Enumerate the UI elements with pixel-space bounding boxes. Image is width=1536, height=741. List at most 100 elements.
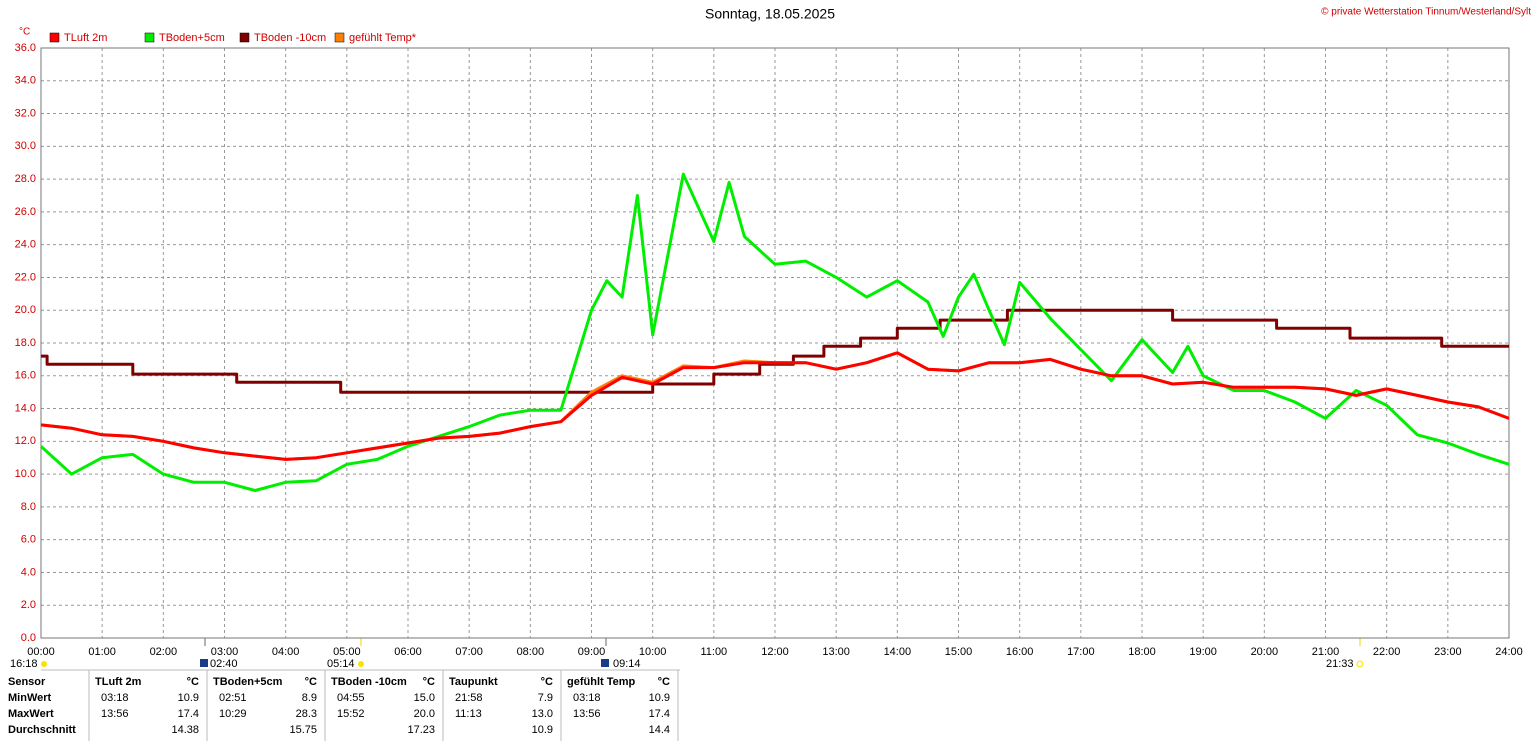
x-tick-label: 22:00 <box>1373 646 1401 658</box>
time: 02:51 <box>219 692 247 704</box>
x-tick-label: 14:00 <box>884 646 912 658</box>
y-tick-label: 22.0 <box>15 271 36 283</box>
time: 13:56 <box>101 708 129 720</box>
x-tick-label: 11:00 <box>700 646 727 658</box>
y-tick-label: 18.0 <box>15 337 36 349</box>
value: 8.9 <box>302 692 317 704</box>
value: 13.0 <box>532 708 553 720</box>
y-tick-label: 12.0 <box>15 435 36 447</box>
x-tick-label: 12:00 <box>761 646 789 658</box>
annotation: 09:14 <box>613 658 641 670</box>
x-tick-label: 10:00 <box>639 646 667 658</box>
x-tick-label: 13:00 <box>822 646 850 658</box>
x-tick-label: 01:00 <box>88 646 116 658</box>
x-tick-label: 15:00 <box>945 646 973 658</box>
x-tick-label: 05:00 <box>333 646 361 658</box>
annotation: 02:40 <box>210 658 238 670</box>
x-tick-label: 17:00 <box>1067 646 1095 658</box>
value: 17.23 <box>407 724 435 736</box>
col-name: TBoden -10cm <box>331 676 407 688</box>
x-tick-label: 07:00 <box>455 646 483 658</box>
col-name: TBoden+5cm <box>213 676 283 688</box>
x-tick-label: 24:00 <box>1495 646 1523 658</box>
y-axis-label: °C <box>19 27 30 38</box>
x-tick-label: 23:00 <box>1434 646 1462 658</box>
y-tick-label: 8.0 <box>21 501 36 513</box>
y-tick-label: 16.0 <box>15 370 36 382</box>
legend-label: TBoden+5cm <box>159 32 225 44</box>
row-header: MaxWert <box>8 708 54 720</box>
sun-icon <box>1356 660 1364 668</box>
row-header: Sensor <box>8 676 46 688</box>
y-tick-label: 30.0 <box>15 140 36 152</box>
moon-icon <box>200 659 208 667</box>
series-line <box>39 172 1510 492</box>
moon-icon <box>41 661 47 667</box>
legend-swatch <box>239 32 250 43</box>
row-header: Durchschnitt <box>8 724 76 736</box>
x-tick-label: 08:00 <box>517 646 545 658</box>
x-tick-label: 20:00 <box>1251 646 1279 658</box>
time: 10:29 <box>219 708 247 720</box>
y-tick-label: 14.0 <box>15 402 36 414</box>
x-tick-label: 16:00 <box>1006 646 1034 658</box>
legend-label: TLuft 2m <box>64 32 107 44</box>
y-tick-label: 10.0 <box>15 468 36 480</box>
y-tick-label: 2.0 <box>21 599 36 611</box>
col-name: Taupunkt <box>449 676 498 688</box>
series-line <box>41 308 1509 394</box>
value: 20.0 <box>414 708 435 720</box>
series-line <box>40 351 1510 461</box>
x-tick-label: 18:00 <box>1128 646 1156 658</box>
time: 04:55 <box>337 692 365 704</box>
legend-swatch <box>49 32 60 43</box>
plot-border <box>40 47 1510 639</box>
y-tick-label: 4.0 <box>21 566 36 578</box>
value: 10.9 <box>532 724 553 736</box>
value: 17.4 <box>178 708 199 720</box>
annotation: 16:18 <box>10 658 38 670</box>
x-tick-label: 09:00 <box>578 646 606 658</box>
col-unit: °C <box>541 676 553 688</box>
value: 7.9 <box>538 692 553 704</box>
value: 14.4 <box>649 724 670 736</box>
y-tick-label: 24.0 <box>15 239 36 251</box>
x-tick-label: 03:00 <box>211 646 239 658</box>
y-tick-label: 36.0 <box>15 42 36 54</box>
x-tick-label: 21:00 <box>1312 646 1340 658</box>
legend-swatch <box>144 32 155 43</box>
annotation: 21:33 <box>1326 658 1354 670</box>
time: 15:52 <box>337 708 365 720</box>
value: 14.38 <box>171 724 199 736</box>
row-header: MinWert <box>8 692 52 704</box>
subtitle: © private Wetterstation Tinnum/Westerlan… <box>1321 7 1531 18</box>
x-tick-label: 06:00 <box>394 646 422 658</box>
time: 11:13 <box>455 708 482 720</box>
y-tick-label: 6.0 <box>21 534 36 546</box>
col-unit: °C <box>187 676 199 688</box>
y-tick-label: 20.0 <box>15 304 36 316</box>
y-tick-label: 28.0 <box>15 173 36 185</box>
col-name: TLuft 2m <box>95 676 142 688</box>
value: 10.9 <box>178 692 199 704</box>
time: 13:56 <box>573 708 601 720</box>
col-name: gefühlt Temp <box>567 676 636 688</box>
y-tick-label: 32.0 <box>15 107 36 119</box>
time: 03:18 <box>573 692 601 704</box>
sun-icon <box>358 661 364 667</box>
value: 15.75 <box>289 724 317 736</box>
col-unit: °C <box>423 676 435 688</box>
y-tick-label: 34.0 <box>15 75 36 87</box>
x-tick-label: 02:00 <box>150 646 178 658</box>
value: 17.4 <box>649 708 670 720</box>
y-tick-label: 0.0 <box>21 632 36 644</box>
value: 15.0 <box>414 692 435 704</box>
legend-label: TBoden -10cm <box>254 32 326 44</box>
annotation: 05:14 <box>327 658 355 670</box>
legend-label: gefühlt Temp* <box>349 32 417 44</box>
time: 03:18 <box>101 692 129 704</box>
legend-swatch <box>334 32 345 43</box>
x-tick-label: 00:00 <box>27 646 55 658</box>
moon-icon <box>601 659 609 667</box>
